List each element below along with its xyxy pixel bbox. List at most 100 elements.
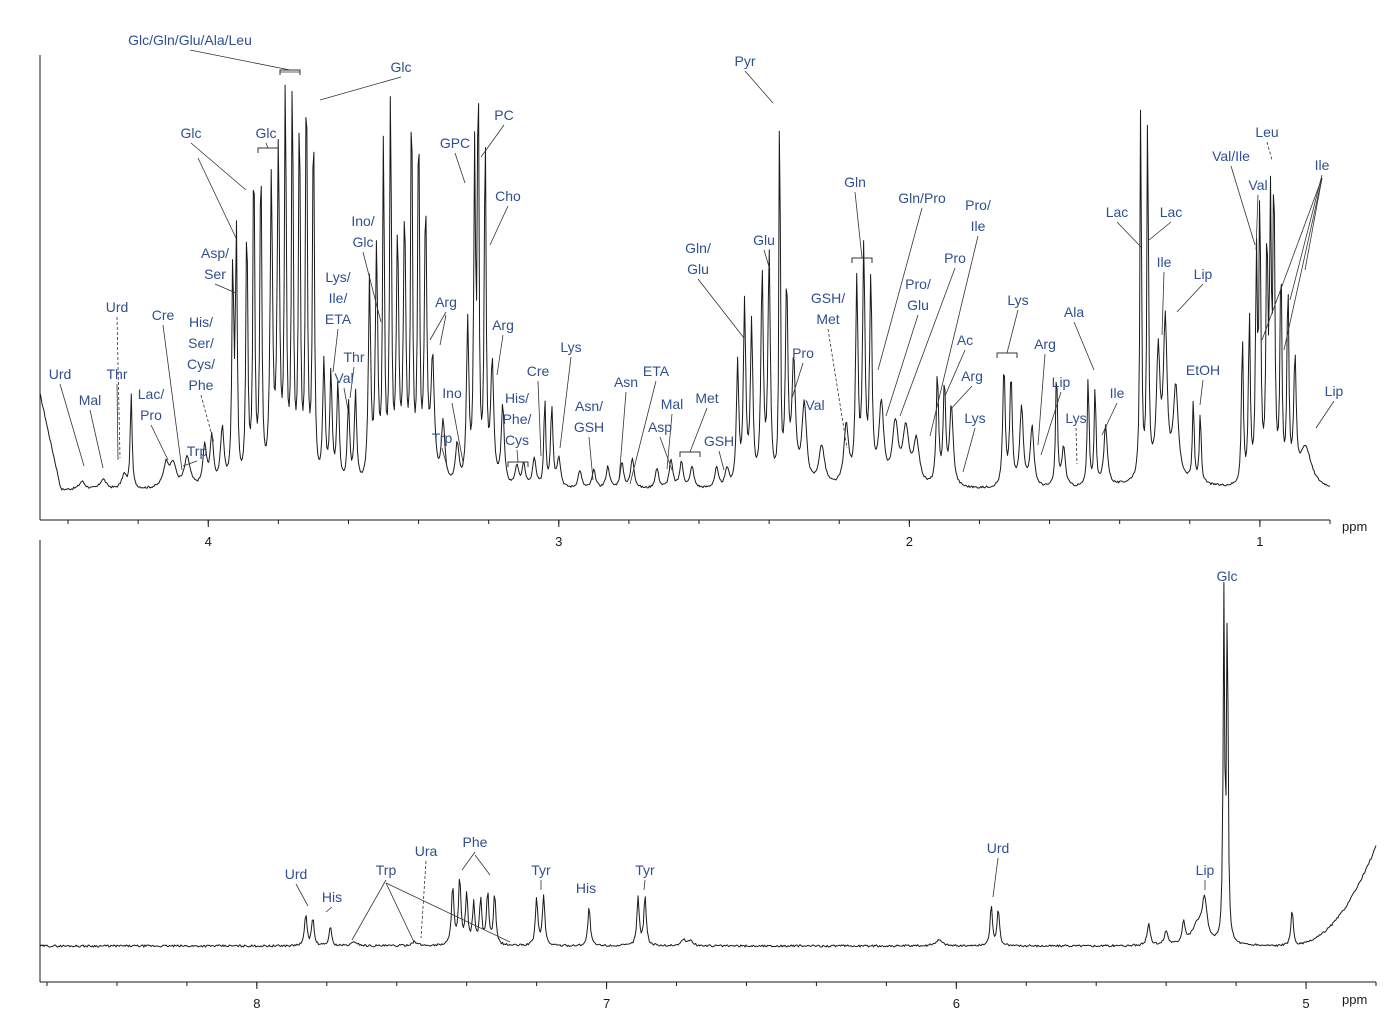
- peak-label: Pro/Glu: [905, 276, 931, 313]
- peak-leader: [295, 883, 309, 907]
- peak-leader: [1040, 391, 1062, 456]
- peak-label: Trp: [432, 430, 453, 446]
- peak-label: Gln/Glu: [685, 240, 711, 277]
- peak-leader: [1230, 165, 1256, 246]
- peak-leader: [116, 316, 121, 459]
- peak-leader: [454, 152, 466, 184]
- peak-leader: [362, 251, 382, 323]
- tick-label: 1: [1256, 534, 1263, 549]
- peak-leader: [962, 427, 976, 473]
- peak-label: Arg: [961, 368, 983, 384]
- peak-label: Urd: [49, 366, 72, 382]
- peak-label: Pyr: [735, 53, 756, 69]
- peak-label: Trp: [376, 862, 397, 878]
- peak-leader: [197, 157, 237, 239]
- peak-leader: [441, 447, 449, 471]
- peak-bracket: [851, 257, 873, 263]
- peak-leader: [162, 324, 183, 471]
- peak-label: Pro/Ile: [965, 197, 991, 234]
- peak-label: Val: [1248, 177, 1267, 193]
- peak-label: His: [576, 880, 596, 896]
- peak-label: Pro: [944, 250, 966, 266]
- peak-leader: [89, 409, 104, 469]
- peak-leader: [214, 283, 237, 294]
- tick-label: 2: [906, 534, 913, 549]
- peak-label: Pro: [792, 345, 814, 361]
- peak-leader: [877, 207, 923, 371]
- peak-label: Urd: [106, 299, 129, 315]
- peak-leader: [588, 436, 594, 481]
- peak-leader: [1315, 400, 1335, 429]
- lower-x-axis-unit: ppm: [1342, 992, 1367, 1007]
- peak-leader: [439, 314, 447, 346]
- peak-label: Ile: [1110, 385, 1125, 401]
- peak-leader: [1116, 221, 1143, 249]
- peak-label: His: [322, 889, 342, 905]
- peak-leader: [265, 142, 269, 149]
- tick-label: 4: [205, 534, 212, 549]
- peak-leader: [190, 142, 247, 191]
- peak-leader: [1148, 221, 1172, 241]
- peak-label: Glc/Gln/Glu/Ala/Leu: [128, 32, 252, 48]
- peak-bracket: [679, 451, 701, 457]
- peak-label: Trp: [187, 443, 208, 459]
- peak-leader: [1255, 194, 1259, 251]
- peak-label: Lip: [1196, 862, 1215, 878]
- lower-annotations: Urd His Trp Ura Phe Tyr His Tyr Urd Lip Glc: [285, 568, 1238, 943]
- peak-leader: [420, 860, 427, 939]
- peak-label: Lys: [1007, 292, 1028, 308]
- peak-label: Arg: [1034, 336, 1056, 352]
- peak-label: Met: [695, 390, 718, 406]
- peak-leader: [1199, 379, 1204, 406]
- peak-label: Ino/Glc: [351, 213, 374, 250]
- peak-leader: [332, 328, 339, 373]
- peak-label: Tyr: [635, 862, 655, 878]
- peak-leader: [351, 879, 387, 941]
- peak-label: Glc: [181, 125, 202, 141]
- peak-label: ETA: [643, 363, 670, 379]
- peak-label: Lys: [560, 339, 581, 355]
- peak-label: Arg: [492, 317, 514, 333]
- lower-spectrum-trace: [39, 582, 1377, 948]
- peak-leader: [744, 70, 774, 104]
- peak-bracket: [257, 147, 279, 153]
- peak-label: GSH/Met: [811, 290, 845, 327]
- peak-label: Gln/Pro: [898, 190, 946, 206]
- peak-label: Val: [334, 370, 353, 386]
- peak-leader: [451, 402, 464, 463]
- peak-label: Gln: [844, 174, 866, 190]
- peak-label: Glc: [391, 59, 412, 75]
- upper-annotations: Glc/Gln/Glu/Ala/Leu Glc Glc Glc Asp/Ser Urd Cr…: [49, 32, 1344, 485]
- peak-label: Asn/GSH: [574, 398, 604, 435]
- peak-leader: [116, 383, 119, 461]
- peak-label: Lip: [1325, 383, 1344, 399]
- peak-leader: [59, 383, 85, 467]
- peak-leader: [480, 124, 505, 158]
- tick-label: 7: [603, 996, 610, 1011]
- lower-x-ticks: 8 7 6 5: [46, 982, 1377, 1011]
- peak-leader: [429, 311, 447, 341]
- peak-label: Ura: [415, 843, 438, 859]
- peak-label: Asp/Ser: [201, 245, 229, 282]
- peak-label: GSH: [704, 433, 734, 449]
- peak-label: Lys: [964, 410, 985, 426]
- peak-leader: [697, 278, 745, 339]
- peak-label: Lip: [1194, 266, 1213, 282]
- peak-label: Ac: [957, 332, 973, 348]
- peak-leader: [319, 76, 402, 101]
- peak-leader: [666, 413, 673, 470]
- peak-label: Cho: [495, 188, 521, 204]
- peak-leader: [629, 380, 657, 485]
- peak-leader: [461, 851, 476, 871]
- peak-label: Ile: [1157, 254, 1172, 270]
- peak-bracket: [279, 69, 301, 75]
- tick-label: 6: [953, 996, 960, 1011]
- peak-leader: [718, 450, 725, 471]
- peak-leader: [189, 49, 291, 71]
- peak-label: Ino: [442, 385, 462, 401]
- peak-leader: [827, 328, 848, 449]
- peak-leader: [885, 314, 919, 417]
- peak-leader: [791, 362, 804, 399]
- peak-leader: [944, 349, 966, 397]
